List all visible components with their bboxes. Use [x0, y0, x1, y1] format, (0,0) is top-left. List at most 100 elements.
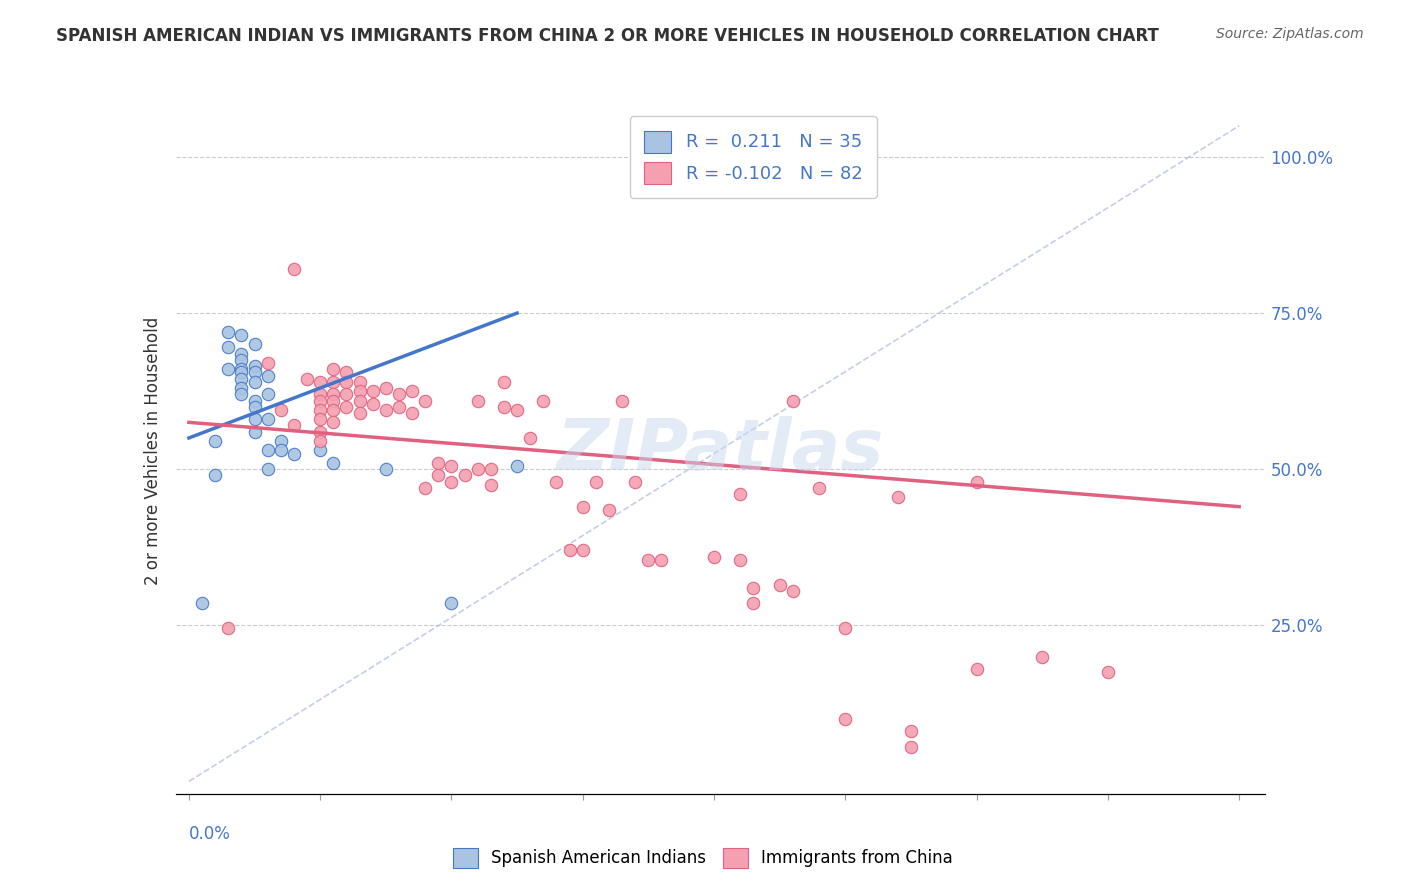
Point [217, 325, 239, 339]
Point [231, 328, 253, 343]
Point [335, 400, 357, 414]
Point [349, 393, 371, 408]
Point [217, 341, 239, 355]
Point [256, 412, 278, 426]
Point [782, 393, 804, 408]
Point [546, 475, 568, 489]
Point [243, 400, 266, 414]
Point [492, 375, 515, 389]
Point [650, 552, 672, 567]
Point [624, 475, 647, 489]
Point [492, 400, 515, 414]
Point [413, 393, 436, 408]
Legend: Spanish American Indians, Immigrants from China: Spanish American Indians, Immigrants fro… [446, 841, 960, 875]
Point [374, 462, 396, 476]
Point [309, 412, 332, 426]
Point [231, 371, 253, 385]
Point [742, 581, 765, 595]
Point [900, 740, 922, 755]
Point [808, 481, 831, 495]
Point [506, 403, 529, 417]
Point [322, 375, 344, 389]
Point [256, 368, 278, 383]
Point [204, 468, 226, 483]
Point [769, 578, 792, 592]
Point [361, 384, 384, 398]
Point [309, 425, 332, 439]
Point [231, 366, 253, 380]
Point [453, 468, 475, 483]
Point [374, 403, 396, 417]
Point [322, 387, 344, 401]
Point [349, 406, 371, 420]
Point [322, 403, 344, 417]
Point [231, 387, 253, 401]
Point [900, 724, 922, 739]
Point [427, 456, 450, 470]
Point [571, 543, 593, 558]
Point [834, 712, 856, 726]
Point [440, 458, 463, 473]
Point [270, 403, 292, 417]
Point [427, 468, 450, 483]
Point [243, 412, 266, 426]
Point [887, 491, 910, 505]
Point [1097, 665, 1119, 680]
Point [309, 375, 332, 389]
Point [335, 366, 357, 380]
Point [243, 393, 266, 408]
Point [531, 393, 554, 408]
Point [467, 393, 489, 408]
Point [335, 387, 357, 401]
Point [637, 552, 659, 567]
Text: ZIPatlas: ZIPatlas [557, 416, 884, 485]
Point [479, 478, 502, 492]
Point [834, 622, 856, 636]
Point [742, 597, 765, 611]
Point [256, 443, 278, 458]
Point [217, 622, 239, 636]
Point [966, 475, 988, 489]
Point [204, 434, 226, 449]
Point [519, 431, 541, 445]
Point [191, 597, 214, 611]
Point [256, 356, 278, 370]
Point [231, 353, 253, 368]
Point [309, 434, 332, 449]
Point [467, 462, 489, 476]
Point [283, 446, 305, 460]
Point [440, 475, 463, 489]
Point [231, 381, 253, 395]
Point [703, 549, 725, 564]
Point [388, 387, 411, 401]
Point [243, 337, 266, 351]
Point [322, 362, 344, 376]
Point [243, 425, 266, 439]
Point [270, 443, 292, 458]
Point [283, 262, 305, 277]
Point [782, 584, 804, 599]
Point [231, 362, 253, 376]
Point [322, 416, 344, 430]
Point [309, 443, 332, 458]
Y-axis label: 2 or more Vehicles in Household: 2 or more Vehicles in Household [143, 317, 162, 584]
Point [309, 393, 332, 408]
Point [256, 387, 278, 401]
Point [335, 375, 357, 389]
Point [374, 381, 396, 395]
Point [270, 434, 292, 449]
Point [322, 393, 344, 408]
Point [243, 366, 266, 380]
Point [295, 371, 318, 385]
Point [256, 462, 278, 476]
Point [479, 462, 502, 476]
Text: Source: ZipAtlas.com: Source: ZipAtlas.com [1216, 27, 1364, 41]
Point [558, 543, 581, 558]
Point [966, 662, 988, 676]
Point [217, 362, 239, 376]
Point [571, 500, 593, 514]
Point [231, 346, 253, 360]
Point [730, 552, 752, 567]
Point [401, 384, 423, 398]
Point [243, 375, 266, 389]
